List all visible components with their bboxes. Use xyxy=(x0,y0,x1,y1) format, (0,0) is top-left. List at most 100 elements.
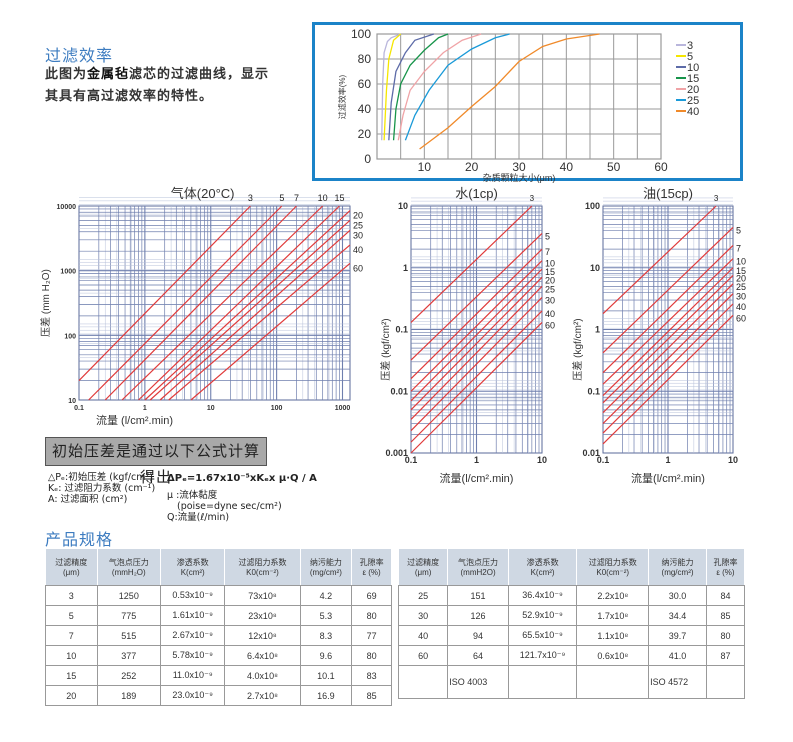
column-header-line: 过滤阻力系数 xyxy=(588,558,637,567)
table-cell: 6.4x10⁸ xyxy=(224,645,301,666)
y-tick-label: 1 xyxy=(403,263,408,273)
legend-label: 25 xyxy=(687,95,699,107)
formula-variables: μ :流体黏度 (poise=dyne sec/cm²) Q:流量(ℓ/min) xyxy=(167,490,282,523)
column-header-line: 气泡点压力 xyxy=(458,558,499,567)
line-label: 20 xyxy=(736,273,746,283)
table-cell: 73x10⁸ xyxy=(224,585,301,606)
column-header-line: ε (%) xyxy=(716,568,735,577)
pressure-line-15 xyxy=(138,205,340,401)
table-cell: 94 xyxy=(447,625,509,646)
line-label: 40 xyxy=(736,302,746,312)
line-label: 7 xyxy=(545,247,550,257)
line-label: 5 xyxy=(736,225,741,235)
formula-legend-item: △Pₑ:初始压差 (kgf/cm²) xyxy=(48,472,153,483)
table-row: 3 1250 0.53x10⁻⁹ 73x10⁸ 4.2 69 xyxy=(45,585,392,606)
pressure-line-10 xyxy=(410,260,543,392)
y-axis-label: 压差 (kgf/cm²) xyxy=(571,318,584,380)
line-label: 30 xyxy=(545,295,555,305)
y-tick-label: 10 xyxy=(68,398,76,405)
table-cell: 30 xyxy=(397,605,449,626)
table-cell: 3 xyxy=(45,585,98,606)
table-row: 60 64 121.7x10⁻⁹ 0.6x10⁸ 41.0 87 xyxy=(397,645,746,666)
y-tick-label: 0.01 xyxy=(390,386,408,396)
legend-label: 10 xyxy=(687,62,699,74)
formula-variable: μ :流体黏度 xyxy=(167,490,218,501)
pressure-line-40 xyxy=(168,244,351,401)
pressure-line-20 xyxy=(410,276,543,411)
legend-label: 15 xyxy=(687,73,699,85)
table-cell: 11.0x10⁻⁹ xyxy=(160,665,226,686)
y-tick-label: 100 xyxy=(585,201,600,211)
table-cell: 23.0x10⁻⁹ xyxy=(160,685,226,706)
y-axis-label: 压差 (mm H₂O) xyxy=(39,269,52,337)
table-cell: 2.7x10⁸ xyxy=(224,685,301,706)
column-header: 纳污能力 (mg/cm²) xyxy=(648,548,707,586)
line-label: 40 xyxy=(353,245,363,255)
y-tick-label: 80 xyxy=(358,52,372,66)
intro-bold: 金属毡 xyxy=(87,67,130,82)
column-header-line: 纳污能力 xyxy=(309,558,342,567)
efficiency-curve-40 xyxy=(419,33,600,150)
intro-pre: 此图为 xyxy=(45,67,88,82)
table-cell: 189 xyxy=(96,685,162,706)
legend-label: 3 xyxy=(687,40,693,52)
pressure-line-7 xyxy=(410,248,543,380)
column-header-line: K0(cm⁻²) xyxy=(246,568,279,577)
column-header-line: 孔隙率 xyxy=(713,558,738,567)
table-cell: 80 xyxy=(351,645,392,666)
x-tick-label: 0.1 xyxy=(597,455,610,465)
pressure-line-60 xyxy=(190,262,351,401)
y-tick-label: 0.001 xyxy=(385,448,408,458)
column-header-line: (μm) xyxy=(63,568,80,577)
column-header: 纳污能力 (mg/cm²) xyxy=(299,548,353,586)
pressure-line-3 xyxy=(410,205,533,323)
x-tick-label: 1000 xyxy=(335,405,351,412)
column-header: 过滤精度 (μm) xyxy=(397,548,449,586)
y-tick-label: 1 xyxy=(595,325,600,335)
table-cell: 10.1 xyxy=(299,665,353,686)
table-cell: 775 xyxy=(96,605,162,626)
table-cell: 15 xyxy=(45,665,98,686)
line-label: 60 xyxy=(353,263,363,273)
y-tick-label: 0.1 xyxy=(395,325,408,335)
line-label: 5 xyxy=(279,193,284,203)
pressure-line-3 xyxy=(602,205,717,315)
table-cell xyxy=(507,665,578,699)
table-cell: 65.5x10⁻⁹ xyxy=(507,625,578,646)
line-label: 3 xyxy=(530,194,535,203)
specs-title: 产品规格 xyxy=(45,530,114,549)
y-tick-label: 20 xyxy=(358,127,372,141)
pressure-line-5 xyxy=(88,205,283,401)
pressure-line-30 xyxy=(159,229,351,401)
x-tick-label: 10 xyxy=(418,160,432,174)
table-cell: 52.9x10⁻⁹ xyxy=(507,605,578,626)
table-row: 10 377 5.78x10⁻⁹ 6.4x10⁸ 9.6 80 xyxy=(45,645,392,666)
table-cell: 10 xyxy=(45,645,98,666)
table-cell: 377 xyxy=(96,645,162,666)
table-cell: 25 xyxy=(397,585,449,606)
column-header-line: K(cm²) xyxy=(180,568,205,577)
table-cell: 34.4 xyxy=(648,605,707,626)
pressure-line-3 xyxy=(78,205,251,381)
x-axis-label: 流量(l/cm².min) xyxy=(631,471,705,485)
chart-title: 水(1cp) xyxy=(455,186,498,201)
pressure-line-25 xyxy=(149,219,351,401)
table-cell: 69 xyxy=(351,585,392,606)
table-cell: 126 xyxy=(447,605,509,626)
table-cell: 0.6x10⁸ xyxy=(576,645,650,666)
pressure-line-40 xyxy=(602,303,734,434)
pressure-line-5 xyxy=(602,226,734,354)
column-header: 孔隙率 ε (%) xyxy=(705,548,746,586)
line-label: 7 xyxy=(294,193,299,203)
table-cell: 39.7 xyxy=(648,625,707,646)
line-label: 30 xyxy=(353,230,363,240)
y-tick-label: 60 xyxy=(358,77,372,91)
table-cell: 5.3 xyxy=(299,605,353,626)
table-cell: 1250 xyxy=(96,585,162,606)
formula-legend-item: A: 过滤面积 (cm²) xyxy=(48,494,128,505)
table-cell: 77 xyxy=(351,625,392,646)
table-cell: 2.2x10⁸ xyxy=(576,585,650,606)
table-cell: 23x10⁸ xyxy=(224,605,301,626)
y-tick-label: 0.1 xyxy=(587,386,600,396)
column-header-line: 过滤精度 xyxy=(407,558,440,567)
